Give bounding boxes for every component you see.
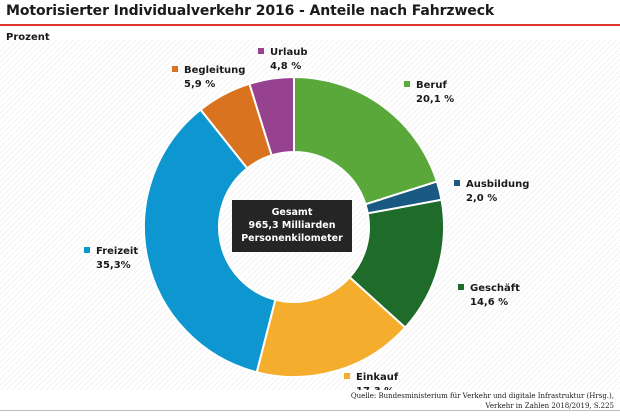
- slice-value-2: 14,6 %: [470, 297, 508, 308]
- source-line-2: Verkehr in Zahlen 2018/2019, S.225: [485, 402, 614, 410]
- slice-labels: Beruf 20,1 % Ausbildung 2,0 % Geschäft 14,6 %…: [84, 47, 529, 390]
- chart-title: Motorisierter Individualverkehr 2016 - A…: [6, 3, 495, 19]
- legend-swatch-5: [172, 66, 178, 72]
- donut-slices: [143, 75, 445, 378]
- center-text-2: Personenkilometer: [241, 233, 343, 244]
- bottom-rule: [0, 410, 620, 411]
- slice-value-1: 2,0 %: [466, 193, 497, 204]
- slice-value-6: 4,8 %: [270, 61, 301, 72]
- source-line-1: Quelle: Bundesministerium für Verkehr un…: [350, 392, 614, 400]
- slice-value-3: 17,3 %: [356, 386, 394, 390]
- source-note: Quelle: Bundesministerium für Verkehr un…: [351, 391, 614, 411]
- slice-label-5: Begleitung: [184, 65, 245, 76]
- legend-swatch-1: [454, 180, 460, 186]
- slice-beruf: [293, 75, 439, 206]
- title-rule: [0, 24, 620, 26]
- donut-chart: Beruf 20,1 % Ausbildung 2,0 % Geschäft 14,6 %…: [0, 40, 620, 390]
- slice-label-2: Geschäft: [470, 283, 520, 294]
- slice-label-6: Urlaub: [270, 47, 308, 58]
- slice-label-0: Beruf: [416, 80, 447, 91]
- unit-label: Prozent: [6, 32, 50, 43]
- center-label: Gesamt 965,3 Milliarden Personenkilometer: [232, 200, 352, 252]
- legend-swatch-0: [404, 81, 410, 87]
- slice-value-0: 20,1 %: [416, 94, 454, 105]
- slice-value-4: 35,3%: [96, 260, 131, 271]
- slice-label-3: Einkauf: [356, 372, 399, 383]
- slice-freizeit: [143, 108, 277, 374]
- center-box: [232, 200, 352, 252]
- slice-urlaub: [248, 75, 295, 157]
- legend-swatch-4: [84, 247, 90, 253]
- slice-label-1: Ausbildung: [466, 179, 529, 190]
- slice-label-4: Freizeit: [96, 246, 138, 257]
- slice-value-5: 5,9 %: [184, 79, 215, 90]
- center-text-0: Gesamt: [272, 207, 313, 218]
- center-text-1: 965,3 Milliarden: [249, 220, 336, 231]
- legend-swatch-3: [344, 373, 350, 379]
- legend-swatch-2: [458, 284, 464, 290]
- legend-swatch-6: [258, 48, 264, 54]
